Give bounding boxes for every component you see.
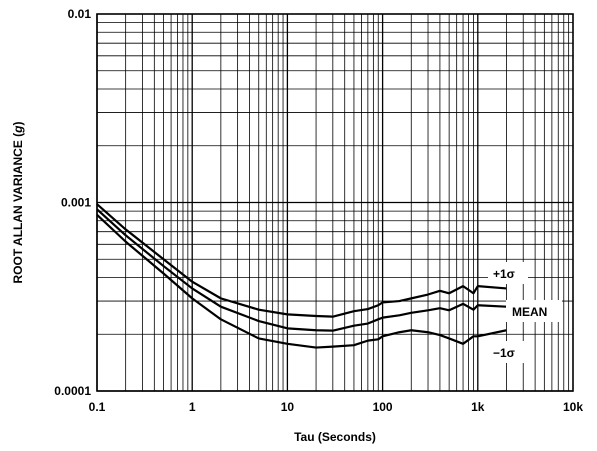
x-axis-title: Tau (Seconds) — [294, 430, 376, 444]
y-axis-title-main: ROOT ALLAN VARIANCE ( — [11, 133, 25, 284]
x-tick-label: 100 — [373, 400, 393, 414]
x-tick-label: 10 — [281, 400, 295, 414]
series-layer — [96, 203, 507, 349]
y-tick-labels: 0.0001 0.001 0.01 — [54, 7, 91, 398]
x-tick-label: 0.1 — [89, 400, 106, 414]
series-label-minus-sigma: −1σ — [493, 346, 515, 360]
annotation-background — [488, 262, 528, 284]
series-line-mean — [96, 208, 507, 332]
x-tick-label: 1 — [189, 400, 196, 414]
series-annotations: +1σ MEAN −1σ — [488, 262, 562, 363]
series-line-plus-sigma — [96, 203, 507, 318]
x-tick-label: 1k — [471, 400, 485, 414]
annotation-background — [488, 341, 528, 363]
series-label-plus-sigma: +1σ — [493, 267, 515, 281]
x-tick-labels: 0.1 1 10 100 1k 10k — [89, 400, 584, 414]
y-tick-label: 0.0001 — [54, 384, 91, 398]
y-axis-title-close: ) — [11, 122, 25, 126]
series-line-minus-sigma — [96, 214, 507, 349]
y-axis-title-unit: g — [11, 125, 25, 134]
plot-frame — [96, 13, 574, 392]
y-tick-label: 0.01 — [68, 7, 92, 21]
series-label-mean: MEAN — [512, 305, 547, 319]
x-tick-label: 10k — [563, 400, 583, 414]
y-axis-title: ROOT ALLAN VARIANCE (g) — [11, 122, 25, 284]
y-tick-label: 0.001 — [61, 196, 91, 210]
annotation-background — [506, 300, 562, 322]
